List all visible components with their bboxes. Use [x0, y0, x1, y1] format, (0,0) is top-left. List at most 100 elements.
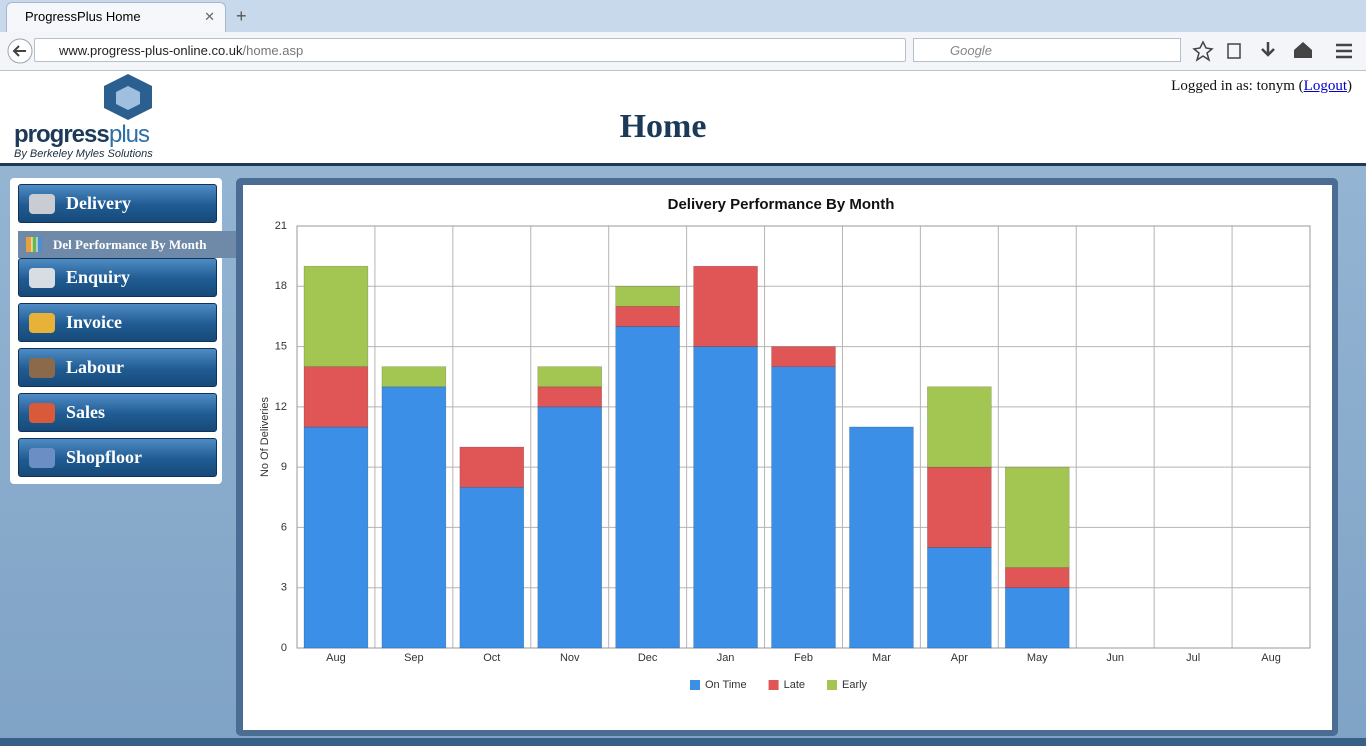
bar-segment: [537, 406, 602, 649]
nav-icon: [29, 194, 55, 214]
x-tick-label: Aug: [1261, 652, 1281, 664]
taskbar: [0, 738, 1366, 746]
y-tick-label: 15: [275, 340, 287, 352]
login-text: Logged in as: tonym (: [1171, 78, 1304, 94]
submenu-text: Del Performance By Month: [53, 237, 207, 252]
legend-label: On Time: [705, 679, 747, 691]
y-tick-label: 18: [275, 280, 287, 292]
nav-button[interactable]: Enquiry: [18, 258, 217, 297]
bar-segment: [927, 466, 992, 548]
login-text: ): [1347, 78, 1352, 94]
bar-segment: [693, 346, 758, 649]
nav-label: Enquiry: [66, 267, 131, 287]
bar-segment: [849, 426, 914, 649]
bar-segment: [615, 285, 680, 307]
nav-button[interactable]: Shopfloor: [18, 438, 217, 477]
bar-segment: [927, 386, 992, 468]
toolbar-icons: [1192, 40, 1352, 62]
menu-icon[interactable]: [1336, 43, 1352, 59]
nav-icon: [29, 448, 55, 468]
logo-mark: [104, 74, 152, 120]
new-tab[interactable]: +: [236, 6, 247, 26]
nav-icon: [29, 403, 55, 423]
url-host: www.progress-plus-online.co.uk: [59, 43, 243, 58]
y-tick-label: 0: [281, 642, 287, 654]
y-tick-label: 6: [281, 521, 287, 533]
x-tick-label: Nov: [560, 652, 580, 664]
bar-segment: [537, 386, 602, 408]
bar-segment: [303, 366, 369, 428]
search-box[interactable]: Google: [913, 38, 1181, 62]
tab-bar: [0, 0, 1366, 32]
x-tick-label: Apr: [951, 652, 968, 664]
bookmark-icon[interactable]: [1192, 40, 1214, 62]
tab-close[interactable]: ✕: [204, 9, 215, 24]
address-bar[interactable]: www.progress-plus-online.co.uk/home.asp: [34, 38, 906, 62]
nav-button[interactable]: Labour: [18, 348, 217, 387]
legend-label: Early: [842, 679, 868, 691]
y-tick-label: 12: [275, 401, 287, 413]
bar-segment: [693, 265, 758, 347]
y-tick-label: 3: [281, 582, 287, 594]
bar-segment: [927, 547, 992, 649]
nav-icon: [29, 268, 55, 288]
submenu-item[interactable]: Del Performance By Month: [18, 231, 236, 258]
tab-title: ProgressPlus Home: [25, 9, 141, 24]
bar-segment: [381, 366, 447, 388]
nav-label: Sales: [66, 402, 106, 422]
nav-icon: [29, 358, 55, 378]
bar-segment: [303, 426, 369, 649]
download-icon[interactable]: [1261, 42, 1275, 57]
bar-segment: [381, 386, 447, 649]
bar-segment: [771, 346, 836, 367]
y-tick-label: 21: [275, 220, 287, 232]
nav-label: Labour: [66, 357, 125, 377]
login-status: Logged in as: tonym (Logout): [1171, 78, 1352, 95]
logo-text: plus: [109, 121, 150, 148]
bar-segment: [771, 366, 836, 649]
reader-icon[interactable]: [1227, 43, 1241, 59]
bar-segment: [1005, 567, 1070, 589]
bar-segment: [459, 446, 525, 488]
search-placeholder: Google: [950, 43, 992, 58]
back-button[interactable]: [6, 37, 34, 65]
browser-tab[interactable]: ProgressPlus Home ✕: [6, 2, 226, 32]
bar-segment: [615, 326, 680, 649]
chart-title: Delivery Performance By Month: [668, 196, 895, 213]
y-tick-label: 9: [281, 461, 287, 473]
bar-segment: [1005, 587, 1070, 649]
x-tick-label: Jul: [1186, 652, 1200, 664]
nav-label: Delivery: [66, 193, 131, 213]
site-header: [0, 71, 1366, 166]
chart: Delivery Performance By Month No Of Deli…: [243, 185, 1332, 730]
nav-icon: [29, 313, 55, 333]
bar-segment: [1005, 466, 1070, 568]
nav-button[interactable]: Sales: [18, 393, 217, 432]
nav-button[interactable]: Delivery: [18, 184, 217, 223]
logout-link[interactable]: Logout: [1303, 78, 1347, 94]
page-title: Home: [619, 108, 707, 145]
url-path: /home.asp: [242, 43, 304, 58]
legend-swatch: [768, 680, 779, 690]
x-tick-label: Sep: [404, 652, 424, 664]
x-tick-label: May: [1027, 652, 1048, 664]
nav-button[interactable]: Invoice: [18, 303, 217, 342]
x-tick-label: Jun: [1106, 652, 1124, 664]
x-tick-label: Dec: [638, 652, 658, 664]
logo-text: progress: [14, 121, 110, 148]
x-tick-label: Mar: [872, 652, 891, 664]
nav-label: Invoice: [66, 312, 122, 332]
x-tick-label: Aug: [326, 652, 346, 664]
x-tick-label: Feb: [794, 652, 813, 664]
bar-segment: [459, 486, 525, 649]
legend-label: Late: [784, 679, 805, 691]
y-axis-label: No Of Deliveries: [259, 396, 271, 477]
bar-segment: [537, 366, 602, 388]
x-tick-label: Oct: [483, 652, 500, 664]
home-icon[interactable]: [1294, 42, 1312, 58]
legend-swatch: [690, 680, 700, 690]
legend-swatch: [827, 680, 837, 690]
nav-label: Shopfloor: [66, 447, 143, 467]
bar-segment: [615, 306, 680, 327]
